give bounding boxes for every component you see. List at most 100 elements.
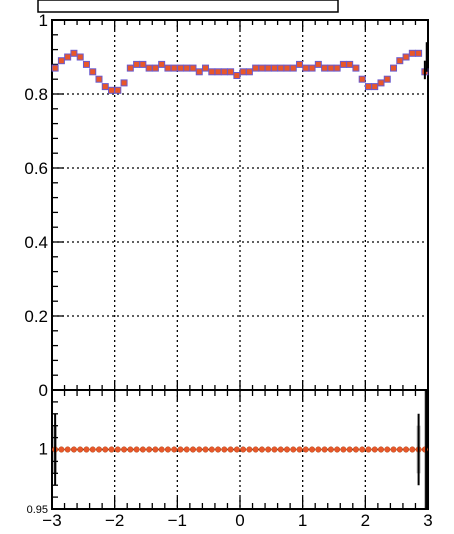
data-point <box>408 49 416 57</box>
data-point <box>396 57 404 65</box>
data-point <box>314 60 322 68</box>
data-point <box>283 64 291 72</box>
data-point <box>58 446 65 453</box>
x-tick-label: −3 <box>42 511 61 530</box>
data-point <box>346 60 354 68</box>
data-point <box>146 446 153 453</box>
data-point <box>227 446 234 453</box>
data-point <box>208 68 216 76</box>
data-point <box>177 446 184 453</box>
data-point <box>290 446 297 453</box>
data-point <box>352 64 360 72</box>
x-tick-label: −1 <box>168 511 187 530</box>
data-point <box>327 64 335 72</box>
data-point <box>396 446 403 453</box>
data-point <box>352 446 359 453</box>
data-point <box>195 68 203 76</box>
data-point <box>271 446 278 453</box>
data-point <box>289 64 297 72</box>
data-point <box>245 68 253 76</box>
data-point <box>77 446 84 453</box>
data-point <box>321 446 328 453</box>
data-point <box>309 446 316 453</box>
data-point <box>339 60 347 68</box>
data-point <box>359 446 366 453</box>
x-tick-label: 3 <box>423 511 432 530</box>
data-point <box>121 446 128 453</box>
data-point <box>264 64 272 72</box>
y-tick-label: 0 <box>39 381 48 400</box>
data-point <box>377 79 385 87</box>
x-tick-label: −2 <box>105 511 124 530</box>
data-point <box>227 68 235 76</box>
header-box <box>37 0 339 13</box>
data-point <box>95 75 103 83</box>
data-point <box>164 64 172 72</box>
data-point <box>233 446 240 453</box>
data-point <box>240 446 247 453</box>
y-tick-label: 0.6 <box>24 159 48 178</box>
data-point <box>296 446 303 453</box>
data-point <box>70 446 77 453</box>
data-point <box>302 64 310 72</box>
data-point <box>139 446 146 453</box>
data-point <box>252 64 260 72</box>
x-tick-label: 0 <box>235 511 244 530</box>
data-point <box>76 53 84 61</box>
data-point <box>364 83 372 91</box>
data-point <box>139 60 147 68</box>
data-point <box>221 446 228 453</box>
data-point <box>233 72 241 79</box>
data-point <box>101 83 109 91</box>
data-point <box>358 75 366 83</box>
data-point <box>158 60 166 68</box>
data-point <box>252 446 259 453</box>
data-point <box>145 64 153 72</box>
data-point <box>170 64 178 72</box>
data-point <box>215 446 222 453</box>
data-point <box>277 446 284 453</box>
bottom-plot-area <box>52 390 428 509</box>
data-point <box>296 60 304 68</box>
data-point <box>214 68 222 76</box>
data-point <box>133 446 140 453</box>
data-point <box>403 446 410 453</box>
data-point <box>239 68 247 76</box>
data-point <box>333 64 341 72</box>
data-point <box>415 49 423 57</box>
data-point <box>283 446 291 453</box>
data-point <box>176 64 184 72</box>
data-point <box>208 446 215 453</box>
data-point <box>127 446 134 453</box>
data-point <box>346 446 353 453</box>
data-point <box>327 446 334 453</box>
data-point <box>189 446 197 453</box>
data-point <box>220 68 228 76</box>
data-point <box>258 446 265 453</box>
data-point <box>321 64 329 72</box>
data-point <box>384 446 391 453</box>
data-point <box>402 53 410 61</box>
data-point <box>164 446 171 453</box>
data-point <box>371 83 379 91</box>
data-point <box>133 60 141 68</box>
data-point <box>108 446 115 453</box>
data-point <box>409 446 416 453</box>
data-point <box>270 64 278 72</box>
data-point <box>171 446 178 453</box>
data-point <box>70 49 78 57</box>
data-point <box>89 68 97 76</box>
data-point <box>365 446 372 453</box>
y-tick-label: 0.2 <box>24 307 48 326</box>
data-point <box>89 446 96 453</box>
top-panel: 0 0.2 0.4 0.6 0.8 1 <box>24 11 429 400</box>
data-point <box>371 446 378 453</box>
data-point <box>64 53 72 61</box>
data-point <box>158 446 165 453</box>
data-point <box>114 86 122 94</box>
data-point <box>83 446 90 453</box>
data-point <box>183 64 191 72</box>
data-point <box>390 446 397 453</box>
data-point <box>390 64 398 72</box>
